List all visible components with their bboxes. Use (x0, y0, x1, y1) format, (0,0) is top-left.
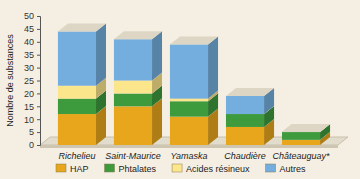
y-tick-mark (37, 81, 40, 82)
bar-front (226, 114, 264, 127)
bar-top (282, 124, 330, 132)
y-tick-label: 0 (29, 140, 34, 150)
bar-front (58, 86, 96, 99)
y-tick: 0 (29, 140, 40, 150)
x-axis: Richelieu Saint-Maurice Yamaska Chaudière Ch… (58, 148, 330, 161)
x-tick-label: Yamaska (171, 151, 208, 161)
bar-front (170, 99, 208, 102)
legend-label: Autres (280, 164, 307, 174)
y-axis-title: Nombre de substances (5, 34, 15, 127)
y-tick: 5 (29, 127, 40, 137)
bar-front (58, 114, 96, 145)
legend-item: Phtalates (105, 164, 157, 174)
bar-front (114, 39, 152, 80)
y-tick-label: 50 (24, 11, 34, 21)
x-tick: Châteauguay* (273, 148, 331, 161)
bar-side (208, 36, 218, 98)
legend-item: HAP (56, 164, 89, 174)
bar-front (58, 99, 96, 114)
bar-segment (226, 88, 274, 114)
floor-edge (40, 145, 338, 148)
bar-top (282, 124, 330, 132)
bar-front (170, 117, 208, 145)
y-axis-line (37, 17, 41, 146)
bar-front (114, 93, 152, 106)
bar-top (58, 23, 106, 31)
y-tick-label: 20 (24, 89, 34, 99)
y-tick-label: 35 (24, 50, 34, 60)
y-tick-mark (37, 29, 40, 30)
y-tick-mark (37, 93, 40, 94)
bar-front (282, 140, 320, 145)
plot: 0 5 10 15 20 25 30 35 40 45 50 Richelieu Saint-Mauri… (24, 11, 348, 161)
legend-label: Phtalates (119, 164, 157, 174)
x-tick: Saint-Maurice (105, 148, 161, 161)
legend-swatch (105, 164, 115, 172)
y-tick: 10 (24, 115, 40, 125)
y-tick-mark (37, 42, 40, 43)
bar-top (282, 124, 330, 132)
legend-item: Acides résineux (172, 164, 250, 174)
y-tick-mark (37, 106, 40, 107)
x-tick-label: Châteauguay* (273, 151, 331, 161)
legend-swatch (266, 164, 276, 172)
y-tick-mark (37, 16, 40, 17)
x-tick: Yamaska (171, 148, 208, 161)
bar-front (58, 31, 96, 85)
y-tick-mark (37, 55, 40, 56)
y-tick: 50 (24, 11, 40, 21)
bar-segment (282, 124, 330, 140)
bar-side (96, 23, 106, 85)
bar-front (282, 132, 320, 140)
bar-front (114, 81, 152, 94)
legend-label: Acides résineux (186, 164, 250, 174)
y-tick: 40 (24, 37, 40, 47)
legend: HAP Phtalates Acides résineux Autres (56, 164, 306, 174)
y-tick-label: 45 (24, 24, 34, 34)
bar-segment (170, 36, 218, 98)
legend-swatch (172, 164, 182, 172)
bar-front (170, 101, 208, 116)
x-tick-label: Saint-Maurice (105, 151, 161, 161)
chart: 0 5 10 15 20 25 30 35 40 45 50 Richelieu Saint-Mauri… (0, 0, 360, 179)
bar-top (114, 31, 162, 39)
bars (58, 23, 330, 145)
y-tick: 30 (24, 63, 40, 73)
y-tick-label: 5 (29, 127, 34, 137)
legend-label: HAP (70, 164, 89, 174)
y-tick-label: 40 (24, 37, 34, 47)
bar-front (226, 96, 264, 114)
y-tick: 15 (24, 102, 40, 112)
y-tick: 20 (24, 89, 40, 99)
y-tick-label: 15 (24, 102, 34, 112)
bar-side (152, 31, 162, 80)
x-tick: Richelieu (58, 148, 95, 161)
x-tick: Chaudière (224, 148, 266, 161)
bar-top (226, 88, 274, 96)
bar-segment (114, 31, 162, 80)
bar-top (170, 36, 218, 44)
y-tick: 25 (24, 76, 40, 86)
bar-side (152, 98, 162, 145)
bar-front (114, 106, 152, 145)
y-tick-label: 10 (24, 115, 34, 125)
bar-segment (282, 124, 330, 132)
y-tick-mark (37, 119, 40, 120)
bar-front (226, 127, 264, 145)
y-tick-mark (37, 132, 40, 133)
bar-front (170, 44, 208, 98)
y-tick-mark (37, 145, 40, 146)
y-tick: 45 (24, 24, 40, 34)
x-tick-label: Chaudière (224, 151, 266, 161)
y-axis: 0 5 10 15 20 25 30 35 40 45 50 (24, 11, 41, 150)
y-tick-label: 30 (24, 63, 34, 73)
bar-segment (58, 23, 106, 85)
x-tick-label: Richelieu (58, 151, 95, 161)
bar-segment (282, 124, 330, 132)
legend-item: Autres (266, 164, 307, 174)
legend-swatch (56, 164, 66, 172)
y-tick-label: 25 (24, 76, 34, 86)
y-tick-mark (37, 68, 40, 69)
y-tick: 35 (24, 50, 40, 60)
